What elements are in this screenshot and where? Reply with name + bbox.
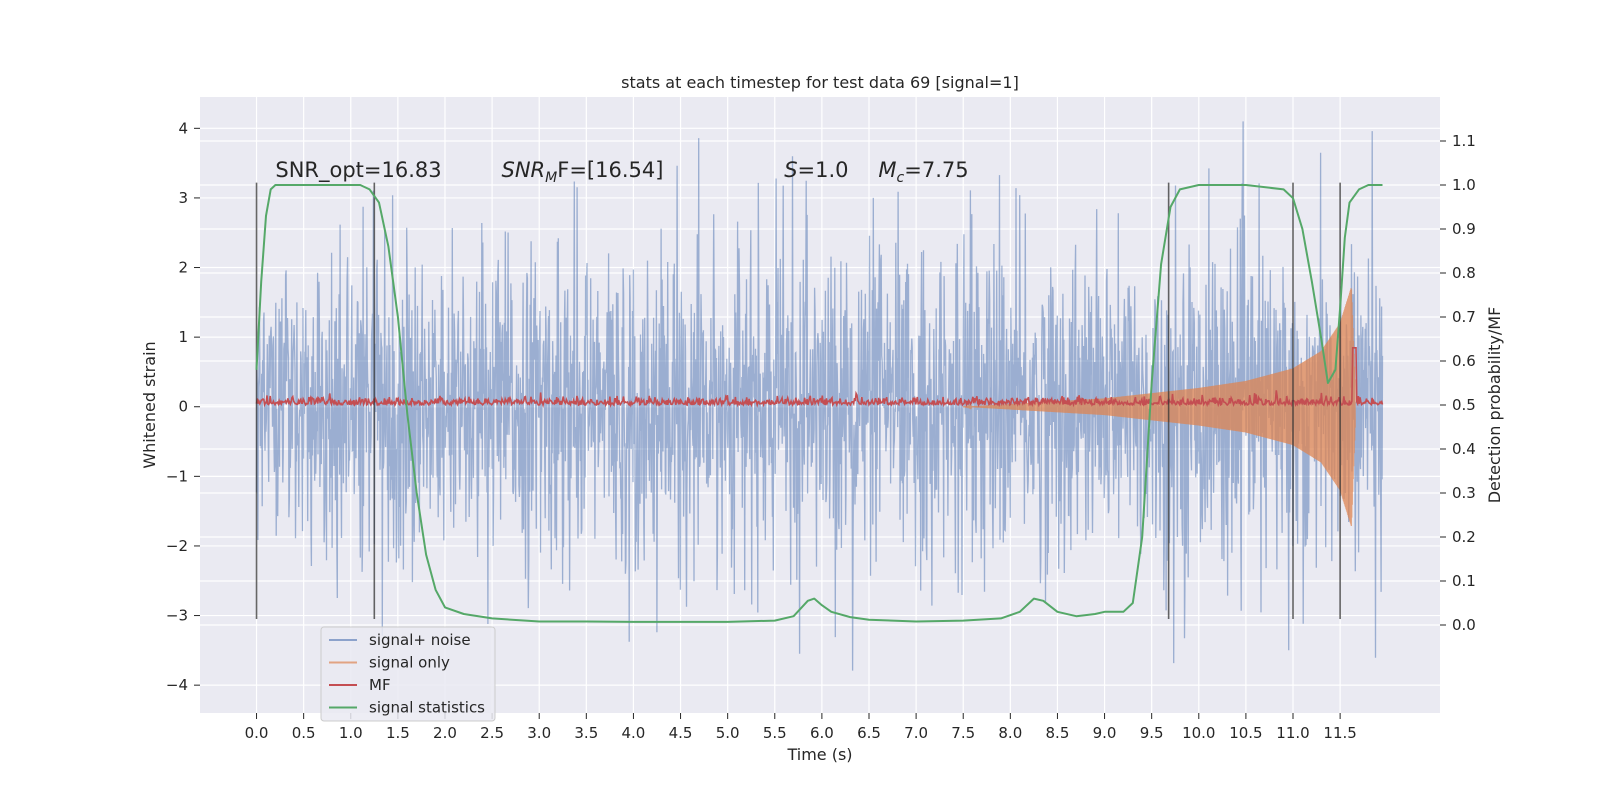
y2-tick-label: 0.7 (1452, 308, 1476, 326)
y2-tick-label: 0.6 (1452, 352, 1476, 370)
x-tick-label: 4.0 (622, 724, 646, 742)
x-tick-label: 2.0 (433, 724, 457, 742)
annotation-text: M (878, 158, 896, 182)
legend-label: signal statistics (369, 699, 485, 717)
x-tick-label: 9.5 (1140, 724, 1164, 742)
x-tick-label: 4.5 (669, 724, 693, 742)
signal-statistics-curve (255, 184, 1383, 623)
annotation-0: SNR_opt=16.83 (275, 158, 441, 183)
y2-tick-label: 0.0 (1452, 616, 1476, 634)
y2-tick-label: 0.9 (1452, 220, 1476, 238)
y2-tick-label: 0.3 (1452, 484, 1476, 502)
annotation-2: S=1.0 (784, 158, 848, 182)
legend-frame (320, 626, 496, 722)
y2-tick-label: 0.4 (1452, 440, 1476, 458)
x-tick-label: 10.0 (1182, 724, 1215, 742)
y-tick-label: −3 (166, 607, 188, 625)
annotation-subscript: M (545, 170, 557, 186)
x-tick-label: 3.0 (527, 724, 551, 742)
annotation-text: S (784, 158, 797, 182)
annotation-value: =1.0 (798, 158, 849, 182)
x-tick-label: 10.5 (1229, 724, 1262, 742)
x-tick-label: 7.5 (951, 724, 975, 742)
data-layer (255, 121, 1384, 671)
x-tick-label: 2.5 (480, 724, 504, 742)
x-tick-label: 0.5 (292, 724, 316, 742)
right-y-axis-label: Detection probability/MF (1485, 307, 1504, 504)
y-tick-label: −1 (166, 467, 188, 485)
annotations: SNR_opt=16.83 SNRMF=[16.54] S=1.0 Mc=7.75 (275, 158, 968, 186)
y2-tick-label: 1.1 (1452, 132, 1476, 150)
annotation-value: =7.75 (904, 158, 968, 182)
x-tick-label: 0.0 (245, 724, 269, 742)
y-tick-label: −2 (166, 537, 188, 555)
annotation-1: SNRMF=[16.54] (502, 158, 664, 186)
right-y-axis-ticks: 1.1 1.0 0.9 0.8 0.7 0.6 0.5 0.4 0.3 0.2 0.1 0.0 (1440, 132, 1476, 634)
chart-title: stats at each timestep for test data 69 … (621, 73, 1019, 92)
y2-tick-label: 1.0 (1452, 176, 1476, 194)
y-tick-label: 3 (178, 189, 188, 207)
x-tick-label: 11.5 (1323, 724, 1356, 742)
y-tick-label: 4 (178, 119, 188, 137)
signal-only-trace (963, 288, 1356, 527)
x-tick-label: 5.5 (763, 724, 787, 742)
x-axis-ticks: 0.0 0.5 1.0 1.5 2.0 2.5 3.0 3.5 4.0 4.5 5.0 5.5 6.0 6… (245, 713, 1357, 742)
x-tick-label: 5.0 (716, 724, 740, 742)
y-tick-label: 0 (178, 398, 188, 416)
mf-trace (255, 347, 1384, 409)
y-axis-ticks: 4 3 2 1 0 −1 −2 −3 −4 (166, 119, 200, 694)
y2-tick-label: 0.2 (1452, 528, 1476, 546)
y-tick-label: 2 (178, 259, 188, 277)
y-tick-label: 1 (178, 328, 188, 346)
x-axis-label: Time (s) (786, 745, 852, 764)
x-tick-label: 7.0 (904, 724, 928, 742)
x-tick-label: 6.0 (810, 724, 834, 742)
annotation-text: SNR_opt=16.83 (275, 158, 441, 183)
x-tick-label: 1.0 (339, 724, 363, 742)
y2-tick-label: 0.8 (1452, 264, 1476, 282)
y-axis-label: Whitened strain (140, 341, 159, 468)
x-tick-label: 6.5 (857, 724, 881, 742)
legend-label: signal+ noise (369, 631, 471, 649)
annotation-subscript: c (897, 170, 905, 186)
x-tick-label: 3.5 (574, 724, 598, 742)
legend: signal+ noise signal only MF signal statist… (320, 626, 496, 722)
x-tick-label: 11.0 (1276, 724, 1309, 742)
y2-tick-label: 0.5 (1452, 396, 1476, 414)
legend-label: signal only (369, 654, 450, 672)
x-tick-label: 8.5 (1046, 724, 1070, 742)
y2-tick-label: 0.1 (1452, 572, 1476, 590)
x-tick-label: 8.0 (998, 724, 1022, 742)
y-tick-label: −4 (166, 676, 188, 694)
x-tick-label: 9.0 (1093, 724, 1117, 742)
x-tick-label: 1.5 (386, 724, 410, 742)
annotation-value: F=[16.54] (557, 158, 663, 182)
annotation-text: SNR (502, 158, 546, 182)
legend-label: MF (369, 676, 391, 694)
annotation-3: Mc=7.75 (878, 158, 968, 186)
